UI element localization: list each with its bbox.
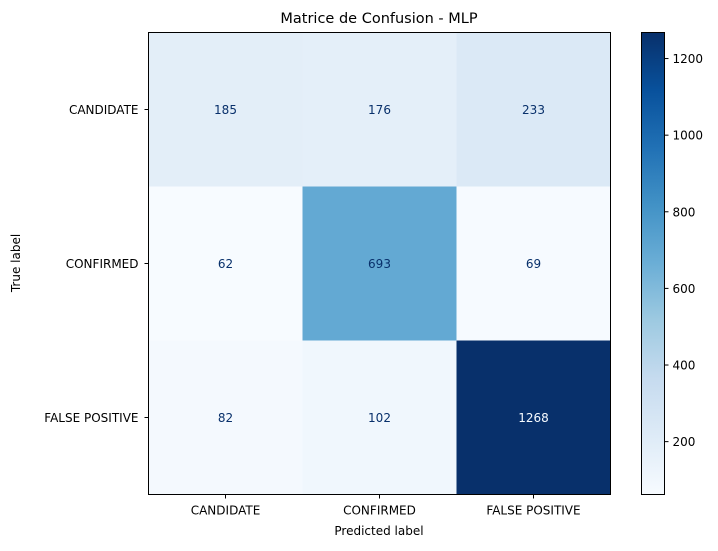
cell-value-label-1-1: 693: [368, 257, 391, 271]
y-axis-ticks: CANDIDATE CONFIRMED FALSE POSITIVE: [44, 103, 149, 425]
colorbar-tick-label-5: 1200: [673, 52, 704, 66]
cell-value-label-2-2: 1268: [518, 411, 549, 425]
cell-1-0: [148, 186, 303, 341]
cell-0-1: [302, 32, 457, 187]
cell-2-1: [302, 340, 457, 495]
x-tick-label-2: FALSE POSITIVE: [486, 504, 580, 518]
y-tick-label-1: CONFIRMED: [66, 257, 139, 271]
cell-value-label-2-0: 82: [218, 411, 233, 425]
colorbar-tick-label-2: 600: [673, 282, 696, 296]
colorbar: [641, 32, 665, 495]
cell-0-0: [148, 32, 303, 187]
cell-value-label-0-1: 176: [368, 103, 391, 117]
cell-value-label-1-0: 62: [218, 257, 233, 271]
cell-value-label-0-0: 185: [214, 103, 237, 117]
x-tick-label-1: CONFIRMED: [343, 504, 416, 518]
x-tick-label-0: CANDIDATE: [191, 504, 261, 518]
y-tick-label-2: FALSE POSITIVE: [44, 411, 138, 425]
cell-0-2: [456, 32, 611, 187]
cell-2-2: [456, 340, 611, 495]
cell-value-label-2-1: 102: [368, 411, 391, 425]
colorbar-tick-label-4: 1000: [673, 129, 704, 143]
cell-2-0: [148, 340, 303, 495]
x-axis-ticks: CANDIDATE CONFIRMED FALSE POSITIVE: [191, 494, 581, 518]
colorbar-ticks: 200 400 600 800 1000 1200: [664, 52, 704, 449]
cell-value-labels: 185 176 233 62 693 69 82 102 1268: [214, 103, 549, 425]
heatmap-cells: [148, 32, 611, 495]
colorbar-tick-label-1: 400: [673, 359, 696, 373]
y-axis-label: True label: [9, 234, 23, 293]
chart-title: Matrice de Confusion - MLP: [280, 11, 477, 27]
cell-1-2: [456, 186, 611, 341]
colorbar-tick-label-0: 200: [673, 435, 696, 449]
cell-value-label-0-2: 233: [522, 103, 545, 117]
cell-1-1: [302, 186, 457, 341]
y-tick-label-0: CANDIDATE: [69, 103, 139, 117]
cell-value-label-1-2: 69: [526, 257, 541, 271]
x-axis-label: Predicted label: [334, 524, 423, 538]
colorbar-tick-label-3: 800: [673, 205, 696, 219]
